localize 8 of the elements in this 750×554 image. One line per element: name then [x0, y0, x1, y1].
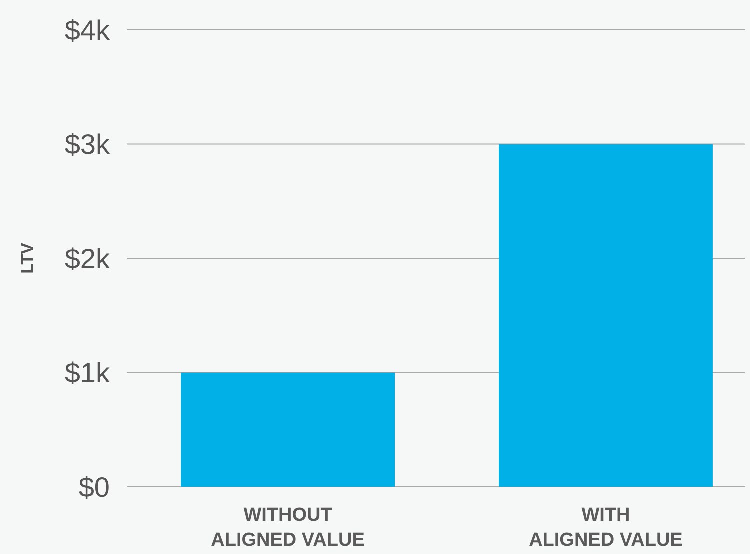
- y-tick-label: $2k: [64, 243, 111, 274]
- y-axis-title: LTV: [18, 242, 37, 274]
- y-tick-label: $4k: [64, 14, 111, 46]
- y-tick-label: $3k: [64, 129, 111, 160]
- y-tick-label: $0: [78, 472, 110, 503]
- y-tick-label: $1k: [64, 358, 111, 389]
- x-tick-label: WITHOUT ALIGNED VALUE: [211, 505, 365, 551]
- x-tick-label: WITH ALIGNED VALUE: [529, 505, 683, 551]
